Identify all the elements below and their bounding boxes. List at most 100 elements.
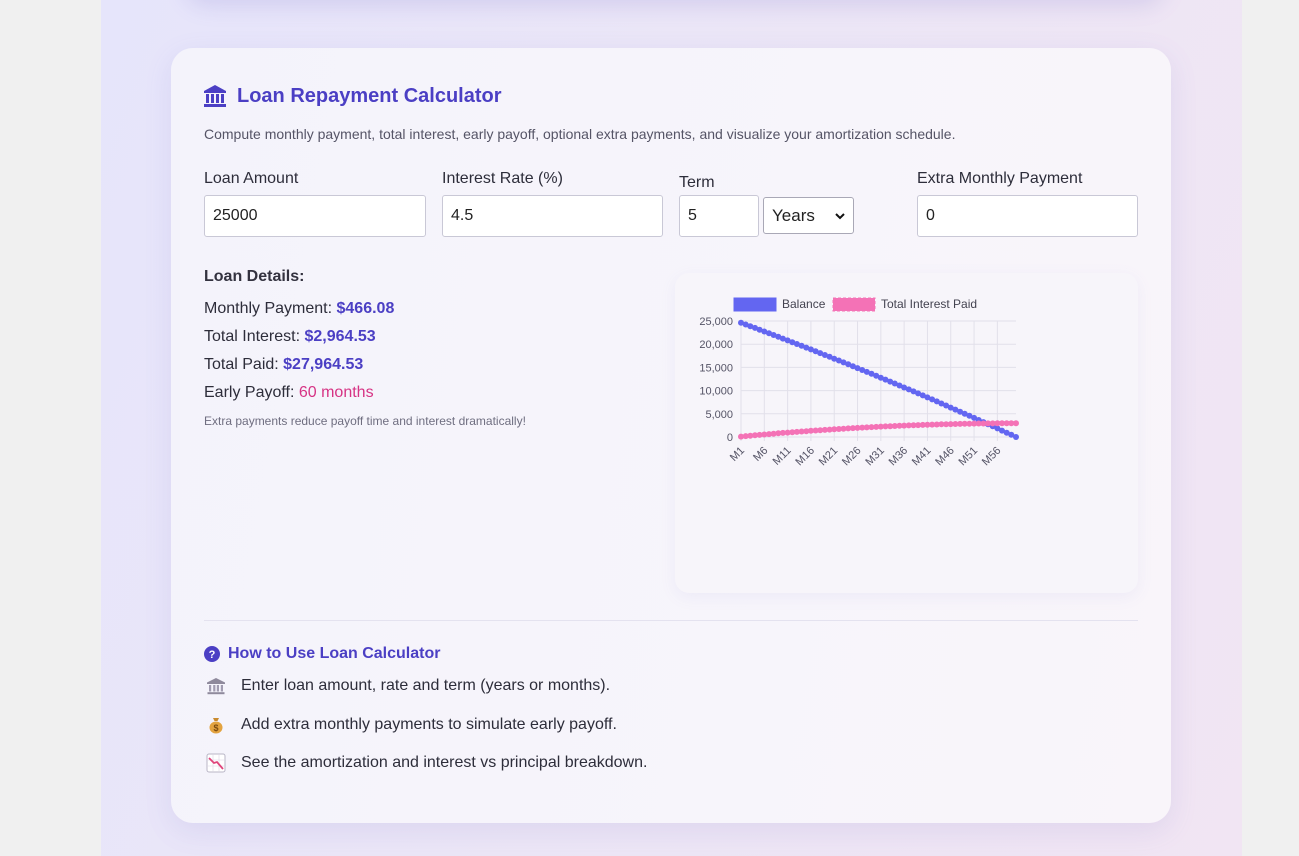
data-point [971, 420, 978, 427]
data-point [793, 341, 800, 347]
data-point [789, 339, 796, 346]
term-unit-select[interactable]: Years [763, 197, 854, 234]
tip-item: See the amortization and interest vs pri… [206, 753, 647, 773]
data-point [938, 400, 945, 407]
how-to-use-header: ? How to Use Loan Calculator [204, 645, 440, 663]
data-point [971, 414, 978, 421]
data-point [947, 404, 954, 411]
data-point [798, 342, 805, 349]
data-point [929, 421, 936, 428]
y-tick-label: 25,000 [699, 316, 733, 328]
data-point [938, 421, 945, 428]
page-title: Loan Repayment Calculator [237, 84, 502, 107]
data-point [896, 382, 903, 389]
data-point [803, 344, 810, 351]
interest-rate-input[interactable] [442, 195, 663, 237]
data-point [863, 424, 870, 431]
data-point [821, 352, 828, 358]
data-point [877, 423, 884, 430]
calculator-card: Loan Repayment Calculator Compute monthl… [171, 48, 1171, 823]
data-point [766, 330, 772, 337]
loan-amount-label: Loan Amount [204, 170, 299, 187]
data-point [845, 425, 852, 432]
data-point [756, 431, 763, 438]
data-point [999, 420, 1005, 427]
extra-payment-input[interactable] [917, 195, 1138, 237]
data-point [817, 350, 824, 357]
data-point [1013, 420, 1019, 427]
data-point [896, 422, 903, 429]
total-paid-value: $27,964.53 [283, 356, 364, 373]
term-input[interactable] [679, 195, 759, 237]
data-point [994, 425, 1001, 432]
x-tick-label: M31 [863, 445, 887, 469]
data-point [840, 359, 847, 366]
data-point [901, 384, 908, 391]
data-point [812, 427, 819, 434]
bank-icon [207, 678, 225, 695]
data-point [863, 368, 870, 375]
data-point [742, 433, 749, 440]
x-tick-label: M16 [793, 445, 817, 469]
chart-decreasing-icon [206, 753, 226, 773]
data-point [859, 424, 866, 431]
data-point [929, 396, 936, 403]
data-point [784, 429, 791, 436]
data-point [887, 378, 894, 385]
svg-text:$: $ [213, 723, 218, 733]
data-point [831, 426, 838, 433]
y-tick-label: 15,000 [699, 362, 733, 374]
data-point [915, 422, 922, 429]
data-point [882, 376, 889, 383]
early-payoff-label: Early Payoff: [204, 384, 299, 401]
data-point [924, 421, 931, 428]
total-interest-value: $2,964.53 [304, 328, 376, 345]
chevron-down-icon [835, 212, 845, 219]
data-point [873, 423, 880, 430]
x-tick-label: M46 [933, 445, 957, 469]
data-point [952, 421, 959, 427]
data-point [854, 424, 861, 431]
data-point [868, 370, 875, 377]
tip-text: See the amortization and interest vs pri… [241, 754, 648, 771]
x-tick-label: M26 [840, 445, 864, 469]
data-point [882, 423, 889, 430]
data-point [905, 422, 912, 429]
legend-swatch [733, 297, 777, 312]
data-point [943, 421, 950, 428]
svg-text:?: ? [209, 649, 216, 661]
data-point [1003, 429, 1010, 436]
x-tick-label: M56 [980, 445, 1004, 469]
tip-text: Add extra monthly payments to simulate e… [241, 716, 617, 733]
data-point [770, 430, 777, 437]
data-point [756, 326, 763, 333]
data-point [891, 423, 898, 429]
data-point [775, 333, 782, 340]
data-point [952, 406, 959, 413]
data-point [807, 346, 814, 353]
data-point [999, 427, 1005, 434]
data-point [915, 390, 922, 397]
data-point [775, 430, 782, 437]
loan-amount-input[interactable] [204, 195, 426, 237]
total-paid-label: Total Paid: [204, 356, 284, 373]
data-point [770, 332, 777, 338]
data-point [891, 380, 898, 387]
x-tick-label: M1 [728, 445, 747, 464]
data-point [854, 365, 861, 372]
data-point [966, 420, 973, 427]
data-point [966, 412, 973, 419]
total-interest-row: Total Interest: $2,964.53 [204, 328, 376, 346]
data-point [957, 408, 964, 415]
x-tick-label: M36 [887, 445, 911, 469]
monthly-payment-row: Monthly Payment: $466.08 [204, 300, 394, 318]
data-point [779, 335, 786, 342]
data-point [905, 386, 912, 393]
data-point [933, 398, 940, 405]
data-point [919, 392, 926, 399]
data-point [738, 319, 744, 326]
page-subtitle: Compute monthly payment, total interest,… [204, 126, 956, 142]
header: Loan Repayment Calculator [203, 84, 502, 108]
amortization-chart: 0 5,000 10,000 15,000 20,000 25,000 M1 M6 M11 M16… [699, 297, 1019, 469]
data-point [910, 388, 917, 395]
